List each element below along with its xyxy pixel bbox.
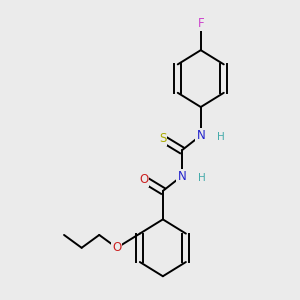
Text: F: F bbox=[197, 16, 204, 30]
Text: N: N bbox=[177, 169, 186, 183]
Text: N: N bbox=[196, 129, 205, 142]
Text: H: H bbox=[198, 173, 206, 183]
Text: S: S bbox=[159, 132, 167, 145]
Text: O: O bbox=[112, 241, 122, 254]
Text: H: H bbox=[217, 133, 225, 142]
Text: O: O bbox=[139, 173, 148, 186]
